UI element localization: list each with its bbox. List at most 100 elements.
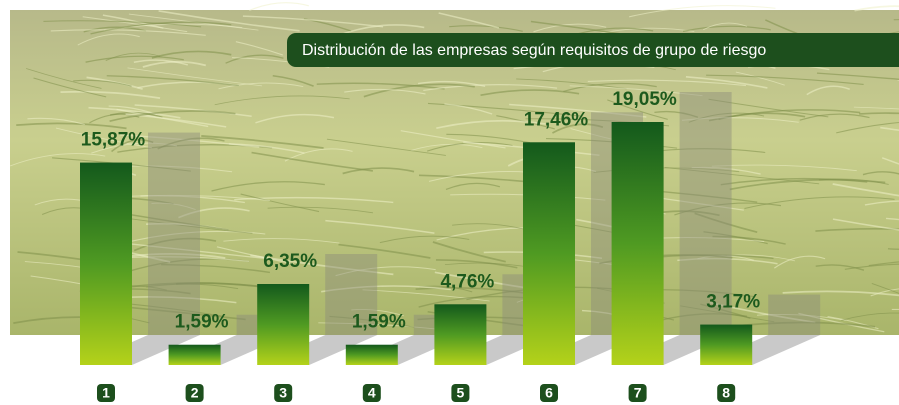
grass-blade [216,246,294,265]
grass-blade [782,290,899,297]
x-tick-label: 5 [457,385,465,401]
grass-blade [709,301,816,324]
grass-blade [105,52,161,61]
grass-blade [225,54,284,64]
grass-blade [122,230,266,244]
grass-blade [379,235,470,244]
grass-blade [841,312,899,321]
grass-blade [757,313,846,321]
grass-blade [329,315,415,328]
value-label: 1,59% [352,312,406,333]
grass-blade [711,164,857,172]
grass-blade [685,76,768,89]
value-label: 15,87% [81,130,146,151]
x-tick-label: 2 [191,385,199,401]
grass-blade [158,10,300,32]
grass-blade [111,139,154,153]
grass-blade [249,2,310,12]
grass-blade [438,12,500,29]
grass-blade [73,79,132,87]
grass-blade [134,104,252,118]
grass-blade [26,68,102,89]
grass-blade [444,103,493,115]
grass-blade [836,121,899,134]
grass-blade [284,148,353,162]
grass-blade [862,171,899,176]
grass-blade [55,127,153,149]
grass-blade [774,255,826,269]
bar [700,324,753,365]
grass-blade [201,135,324,149]
grass-blade [691,166,761,175]
x-tick-label: 6 [545,385,553,401]
grass-blade [881,157,899,165]
grass-blade [146,283,239,290]
grass-blade [272,74,314,87]
grass-blade [255,113,335,124]
grass-blade [697,255,754,261]
grass-blade [417,80,486,88]
category-box [362,384,381,402]
bar [611,122,664,365]
grass-blade [868,261,899,267]
title-box [287,33,899,67]
grass-blade [362,289,490,302]
grass-blade [593,167,740,173]
grass-blade [127,67,263,87]
grass-blade [885,217,899,221]
grass-blade [871,283,899,294]
grass-blade [133,237,217,252]
grass-blade [325,219,435,234]
grass-blade [735,71,785,86]
grass-blade [120,282,264,289]
bar-shadow [325,254,378,335]
grass-blade [85,55,184,63]
grass-blade [120,134,260,148]
grass-blade [338,243,431,259]
grass-blade [480,89,580,97]
bar [434,304,487,365]
grass-blade [410,143,483,152]
x-tick-label: 7 [634,385,642,401]
grass-blade [516,78,627,90]
grass-blade [452,223,524,230]
grass-blade [106,75,239,87]
grass-blade [240,193,320,213]
x-tick-label: 4 [368,385,376,401]
grass-blade [552,123,604,134]
grass-blade [587,79,747,87]
grass-blade [853,106,899,110]
grass-blade [436,119,546,130]
grass-blade [533,23,607,33]
value-label: 4,76% [440,271,494,292]
grass-blade [703,231,768,245]
grass-blade [363,83,475,98]
grass-blade [569,85,703,97]
grass-blade [712,235,786,245]
grass-blade [703,22,748,31]
grass-blade [88,106,181,119]
bar [345,344,398,365]
grass-blade [82,16,188,33]
grass-blade [335,266,436,277]
grass-blade [806,85,850,96]
grass-blade [677,257,778,265]
grass-blade [326,138,446,156]
bar [257,284,310,365]
grass-blade [43,20,202,28]
grass-blade [449,25,523,32]
grass-blade [161,263,271,274]
grass-blade [33,77,107,98]
grass-blade [864,200,899,206]
bar-shadow [768,294,821,335]
chart-title: Distribución de las empresas según requi… [302,42,766,59]
grass-blade [50,29,206,36]
grass-blade [816,72,899,80]
bar [80,162,132,365]
grass-blade [114,194,270,201]
grass-blade [223,238,340,244]
bar [523,142,575,365]
category-box [274,384,293,402]
bar-shadow [148,132,200,335]
grass-blade [435,259,518,269]
